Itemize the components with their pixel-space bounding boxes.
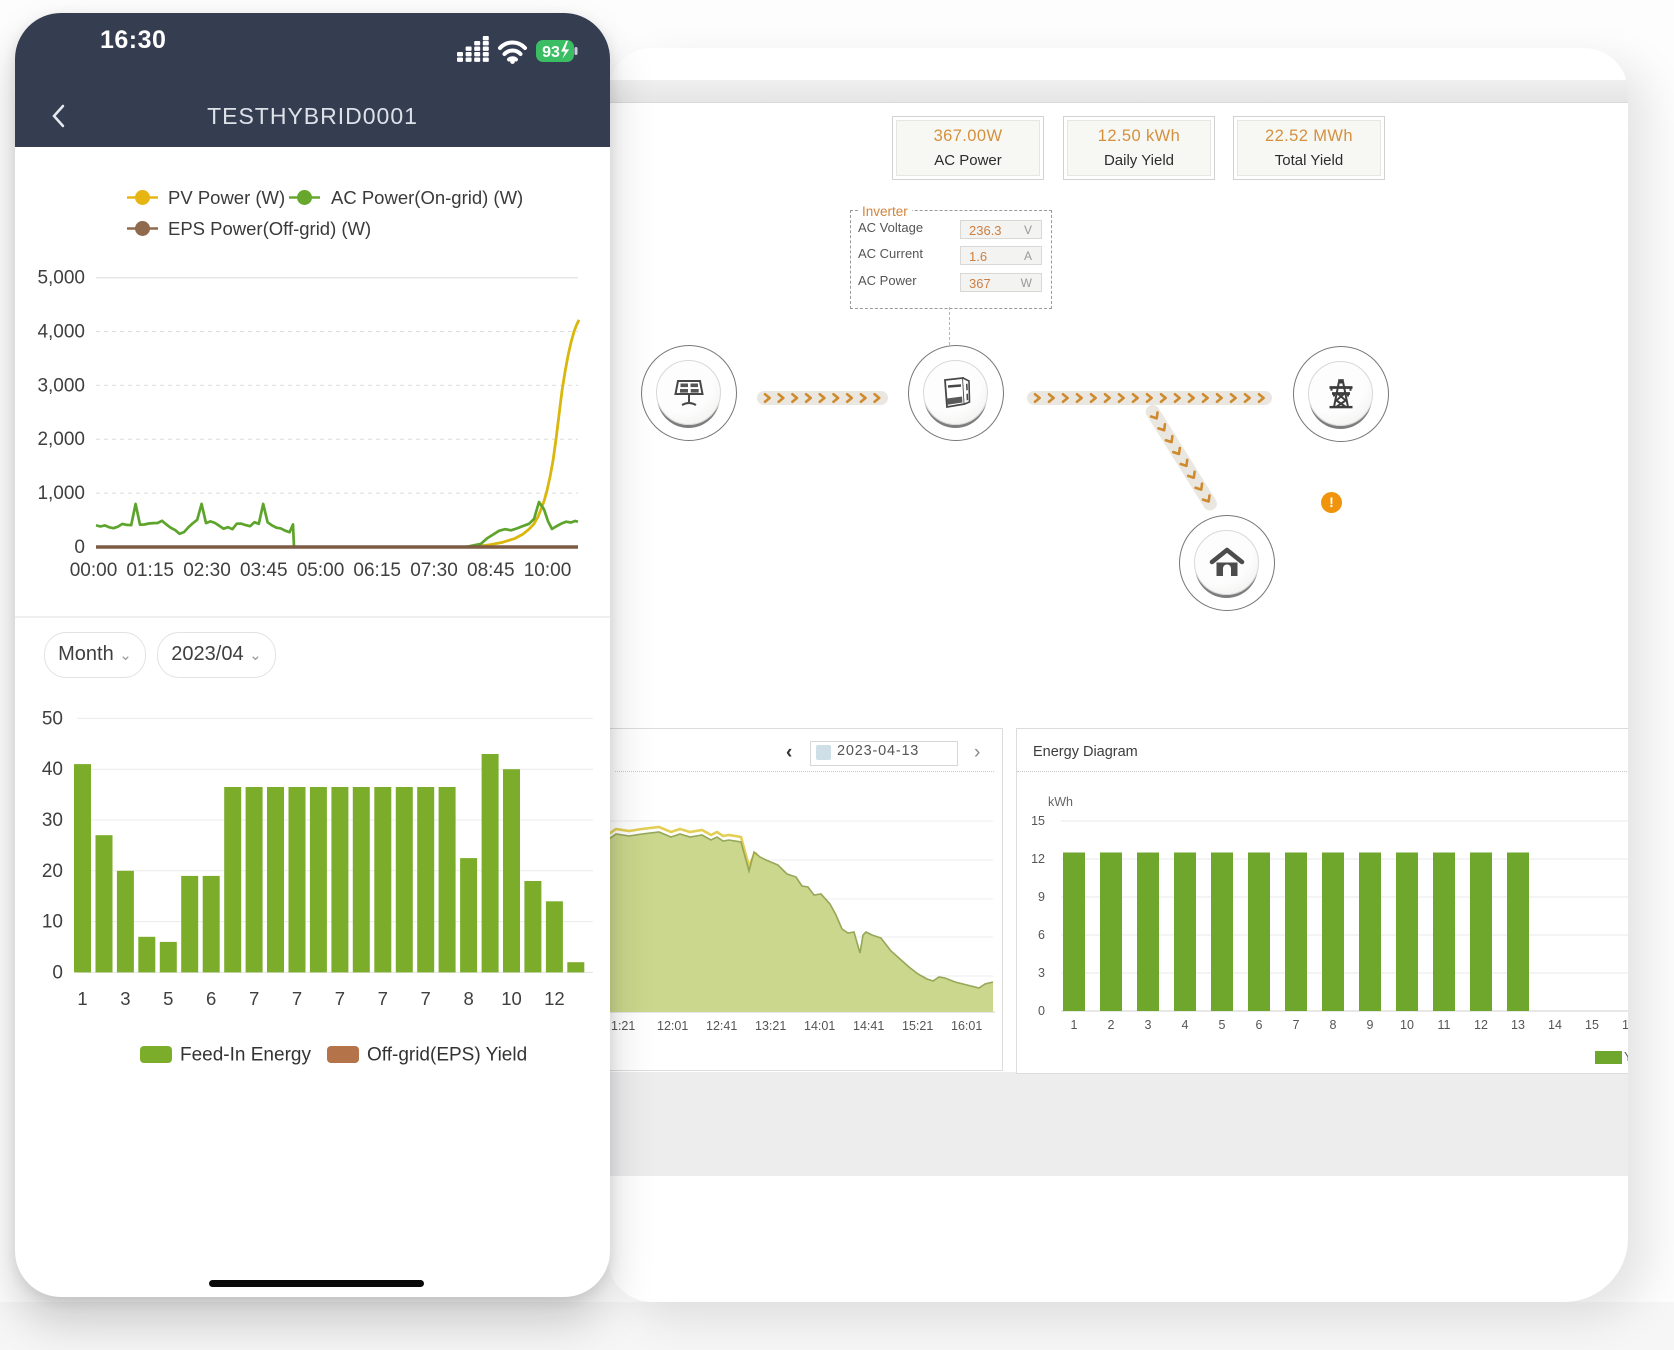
svg-text:5: 5 — [163, 988, 173, 1009]
svg-text:12: 12 — [1031, 852, 1045, 866]
svg-text:06:15: 06:15 — [353, 560, 401, 581]
svg-text:6: 6 — [1256, 1018, 1263, 1032]
svg-text:7: 7 — [1293, 1018, 1300, 1032]
svg-text:14: 14 — [1548, 1018, 1562, 1032]
svg-text:0: 0 — [52, 962, 63, 983]
svg-text:2: 2 — [1108, 1018, 1115, 1032]
svg-text:3: 3 — [120, 988, 130, 1009]
svg-text:20: 20 — [42, 861, 63, 882]
svg-text:6: 6 — [1038, 928, 1045, 942]
svg-text:Off-grid(EPS) Yield: Off-grid(EPS) Yield — [367, 1045, 527, 1066]
svg-text:10:00: 10:00 — [524, 560, 572, 581]
svg-text:50: 50 — [42, 708, 63, 729]
svg-text:5: 5 — [1219, 1018, 1226, 1032]
svg-text:11: 11 — [1438, 1018, 1451, 1032]
svg-text:01:15: 01:15 — [126, 560, 174, 581]
svg-text:05:00: 05:00 — [297, 560, 345, 581]
svg-text:93: 93 — [542, 44, 560, 61]
svg-text:2,000: 2,000 — [37, 429, 85, 450]
svg-text:8: 8 — [1330, 1018, 1337, 1032]
svg-text:EPS Power(Off-grid) (W): EPS Power(Off-grid) (W) — [168, 218, 371, 239]
svg-text:7: 7 — [292, 988, 302, 1009]
svg-text:15: 15 — [1031, 814, 1045, 828]
svg-text:12: 12 — [544, 988, 565, 1009]
svg-text:0: 0 — [74, 537, 85, 558]
svg-text:1: 1 — [1071, 1018, 1078, 1032]
svg-text:13: 13 — [1511, 1018, 1525, 1032]
svg-text:0: 0 — [1038, 1004, 1045, 1018]
svg-text:15: 15 — [1585, 1018, 1599, 1032]
svg-text:3: 3 — [1038, 966, 1045, 980]
svg-text:9: 9 — [1367, 1018, 1374, 1032]
svg-text:7: 7 — [335, 988, 345, 1009]
svg-text:00:00: 00:00 — [70, 560, 118, 581]
svg-text:Feed-In Energy: Feed-In Energy — [180, 1045, 311, 1066]
svg-text:3: 3 — [1145, 1018, 1152, 1032]
svg-text:03:45: 03:45 — [240, 560, 288, 581]
svg-text:PV Power (W): PV Power (W) — [168, 187, 285, 208]
svg-text:02:30: 02:30 — [183, 560, 231, 581]
svg-text:8: 8 — [463, 988, 473, 1009]
svg-text:1,000: 1,000 — [37, 483, 85, 504]
svg-text:10: 10 — [1400, 1018, 1414, 1032]
svg-text:5,000: 5,000 — [37, 268, 85, 289]
svg-text:30: 30 — [42, 810, 63, 831]
svg-text:10: 10 — [501, 988, 522, 1009]
svg-text:1: 1 — [77, 988, 87, 1009]
svg-text:7: 7 — [249, 988, 259, 1009]
svg-text:12: 12 — [1474, 1018, 1488, 1032]
svg-text:08:45: 08:45 — [467, 560, 515, 581]
svg-text:16: 16 — [1622, 1018, 1628, 1032]
svg-text:4: 4 — [1182, 1018, 1189, 1032]
svg-text:7: 7 — [421, 988, 431, 1009]
svg-text:AC Power(On-grid) (W): AC Power(On-grid) (W) — [331, 187, 523, 208]
svg-text:4,000: 4,000 — [37, 322, 85, 343]
svg-text:40: 40 — [42, 759, 63, 780]
svg-text:9: 9 — [1038, 890, 1045, 904]
svg-text:3,000: 3,000 — [37, 375, 85, 396]
svg-text:6: 6 — [206, 988, 216, 1009]
svg-text:7: 7 — [378, 988, 388, 1009]
svg-text:10: 10 — [42, 912, 63, 933]
svg-text:07:30: 07:30 — [410, 560, 458, 581]
